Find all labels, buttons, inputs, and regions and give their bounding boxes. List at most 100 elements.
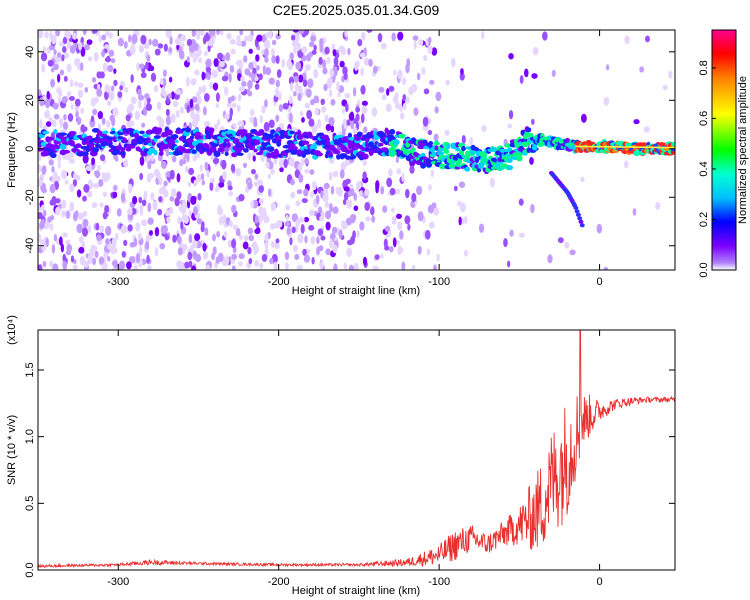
- heatmap-cell: [44, 31, 49, 39]
- heatmap-cell: [119, 260, 125, 270]
- heatmap-cell: [216, 119, 221, 126]
- heatmap-cell: [64, 179, 69, 185]
- heatmap-cell: [186, 104, 191, 114]
- heatmap-cell: [263, 215, 270, 224]
- heatmap-cell: [317, 228, 324, 237]
- heatmap-cell: [61, 210, 66, 218]
- heatmap-cell: [44, 221, 51, 229]
- heatmap-cell: [154, 48, 161, 56]
- heatmap-cell: [60, 243, 65, 253]
- heatmap-cell: [143, 43, 150, 50]
- heatmap-cell: [348, 264, 355, 270]
- heatmap-cell: [236, 152, 244, 156]
- heatmap-cell: [61, 199, 67, 209]
- heatmap-cell: [304, 168, 310, 174]
- heatmap-cell: [138, 63, 145, 70]
- heatmap-cell: [200, 221, 205, 229]
- heatmap-cell: [216, 30, 220, 36]
- heatmap-cell: [298, 74, 304, 83]
- heatmap-cell: [458, 216, 462, 226]
- heatmap-cell: [363, 57, 370, 66]
- heatmap-cell: [532, 46, 539, 56]
- heatmap-cell: [371, 215, 376, 223]
- heatmap-cell: [194, 53, 200, 59]
- heatmap-cell: [148, 147, 155, 154]
- colorbar: 0.0 0.2 0.4 0.6 0.8 Normalized spectral ampl…: [698, 29, 749, 278]
- heatmap-cell: [69, 78, 74, 88]
- heatmap-cell: [97, 83, 101, 90]
- heatmap-cell: [382, 205, 388, 213]
- heatmap-cell: [295, 61, 302, 70]
- heatmap-cell: [157, 208, 163, 216]
- heatmap-cell: [98, 34, 103, 43]
- heatmap-cell: [199, 30, 205, 36]
- colorbar-tick-label: 0.8: [698, 60, 710, 75]
- heatmap-cell: [304, 158, 309, 165]
- heatmap-cell: [204, 120, 211, 128]
- heatmap-cell: [603, 96, 610, 106]
- heatmap-cell: [507, 123, 513, 129]
- heatmap-cell: [106, 120, 111, 128]
- heatmap-cell: [137, 94, 145, 101]
- heatmap-cell: [310, 190, 315, 198]
- heatmap-cell: [179, 106, 184, 114]
- heatmap-cell: [53, 49, 57, 56]
- heatmap-cell: [284, 262, 289, 270]
- heatmap-cell: [345, 155, 351, 160]
- heatmap-cell: [252, 67, 257, 74]
- heatmap-cell: [445, 143, 451, 150]
- heatmap-cell: [205, 145, 210, 150]
- heatmap-cell: [63, 75, 68, 82]
- heatmap-cell: [242, 241, 249, 250]
- heatmap-cell: [133, 237, 138, 248]
- heatmap-cell: [301, 152, 306, 158]
- heatmap-cell: [248, 62, 255, 70]
- heatmap-cell: [254, 228, 261, 235]
- heatmap-cell: [240, 76, 245, 82]
- heatmap-cell: [130, 96, 137, 105]
- heatmap-cell: [206, 72, 211, 81]
- heatmap-cell: [360, 67, 364, 77]
- heatmap-cell: [261, 105, 266, 114]
- heatmap-cell: [314, 107, 319, 116]
- heatmap-cell: [87, 56, 93, 62]
- heatmap-cell: [383, 140, 390, 145]
- heatmap-cell: [212, 157, 220, 165]
- heatmap-cell: [431, 47, 438, 56]
- heatmap-cell: [362, 160, 367, 167]
- heatmap-cell: [250, 200, 255, 209]
- heatmap-cell: [42, 260, 47, 268]
- heatmap-cell: [320, 98, 326, 106]
- heatmap-cell: [98, 179, 104, 187]
- heatmap-cell: [103, 251, 109, 258]
- heatmap-cell: [109, 244, 117, 255]
- heatmap-cell: [83, 151, 89, 157]
- heatmap-cell: [141, 219, 148, 227]
- heatmap-cell: [161, 143, 169, 150]
- heatmap-cell: [506, 165, 514, 171]
- heatmap-cell: [386, 177, 393, 188]
- heatmap-cell: [275, 79, 280, 88]
- heatmap-cell: [307, 78, 314, 89]
- heatmap-cell: [74, 98, 81, 107]
- heatmap-cell: [308, 209, 315, 217]
- heatmap-cell: [190, 244, 194, 251]
- heatmap-cell: [332, 244, 338, 254]
- heatmap-cell: [254, 173, 259, 180]
- heatmap-cell: [632, 208, 637, 216]
- heatmap-cell: [343, 222, 348, 229]
- heatmap-cell: [290, 146, 298, 151]
- heatmap-cell: [87, 135, 93, 140]
- heatmap-cell: [105, 87, 111, 93]
- heatmap-cell: [354, 61, 359, 72]
- heatmap-cell: [235, 168, 242, 177]
- heatmap-cell: [433, 207, 440, 216]
- heatmap-cell: [188, 260, 193, 268]
- heatmap-cell: [112, 107, 119, 117]
- heatmap-cell: [178, 205, 184, 212]
- heatmap-cell: [298, 173, 304, 183]
- heatmap-cell: [374, 254, 380, 260]
- heatmap-cell: [125, 114, 131, 122]
- heatmap-cell: [222, 171, 227, 180]
